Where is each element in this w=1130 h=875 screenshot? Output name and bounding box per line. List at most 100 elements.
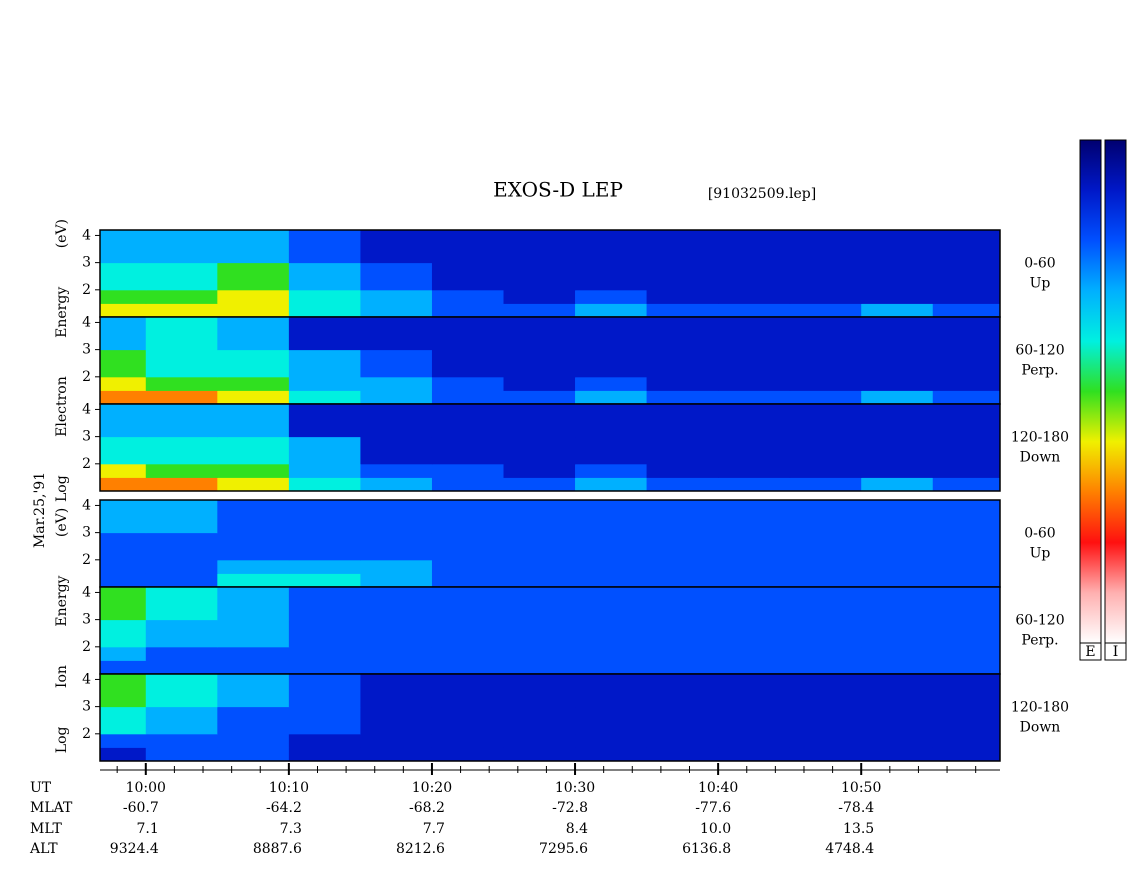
- orbit-value: 8212.6: [396, 841, 445, 857]
- heatmap-cell: [360, 747, 433, 762]
- heatmap-cell: [217, 404, 290, 438]
- heatmap-cell: [861, 463, 934, 478]
- heatmap-cell: [932, 619, 1001, 648]
- panel-label: 120-180: [1011, 430, 1069, 446]
- heatmap-cell: [288, 262, 361, 291]
- heatmap-cell: [100, 477, 147, 492]
- heatmap-cell: [360, 376, 433, 391]
- heatmap-cell: [145, 477, 218, 492]
- orbit-value: -72.8: [552, 800, 588, 816]
- heatmap-cell: [217, 733, 290, 748]
- heatmap-cell: [575, 230, 648, 264]
- heatmap-cell: [789, 559, 862, 574]
- heatmap-cell: [789, 262, 862, 291]
- heatmap-cell: [503, 436, 576, 465]
- heatmap-cell: [288, 390, 361, 405]
- heatmap-cell: [360, 646, 433, 661]
- heatmap-cell: [100, 436, 147, 465]
- colorbar: [1079, 139, 1102, 644]
- heatmap-cell: [288, 559, 361, 574]
- heatmap-cell: [503, 559, 576, 574]
- y-tick-label: 2: [82, 282, 91, 298]
- heatmap-cell: [575, 349, 648, 378]
- title: EXOS-D LEP: [493, 178, 623, 202]
- heatmap-cell: [503, 587, 576, 621]
- heatmap-cell: [718, 500, 791, 534]
- heatmap-cell: [360, 463, 433, 478]
- y-tick-label: 2: [82, 369, 91, 385]
- orbit-value: -64.2: [266, 800, 302, 816]
- panel-frame: [99, 673, 1001, 762]
- heatmap-cell: [861, 587, 934, 621]
- time-label: 10:20: [412, 780, 452, 796]
- heatmap-cell: [932, 317, 1001, 351]
- heatmap-cell: [789, 230, 862, 264]
- heatmap-cell: [217, 436, 290, 465]
- heatmap-cell: [932, 289, 1001, 304]
- heatmap-cell: [288, 573, 361, 588]
- heatmap-cell: [217, 349, 290, 378]
- heatmap-cell: [145, 500, 218, 534]
- heatmap-cell: [646, 317, 719, 351]
- heatmap-cell: [932, 404, 1001, 438]
- heatmap-cell: [932, 436, 1001, 465]
- heatmap-cell: [100, 404, 147, 438]
- heatmap-cell: [145, 317, 218, 351]
- heatmap-cell: [932, 390, 1001, 405]
- heatmap-cell: [789, 660, 862, 675]
- heatmap-cell: [145, 230, 218, 264]
- heatmap-cell: [288, 289, 361, 304]
- heatmap-cell: [360, 587, 433, 621]
- heatmap-cell: [861, 619, 934, 648]
- heatmap-cell: [932, 587, 1001, 621]
- heatmap-cell: [217, 660, 290, 675]
- heatmap-cell: [217, 646, 290, 661]
- heatmap-cell: [431, 559, 504, 574]
- orbit-value: -68.2: [409, 800, 445, 816]
- heatmap-cell: [503, 733, 576, 748]
- heatmap-cell: [217, 747, 290, 762]
- heatmap-cell: [145, 674, 218, 708]
- heatmap-cell: [360, 262, 433, 291]
- heatmap-cell: [431, 646, 504, 661]
- heatmap-cell: [431, 573, 504, 588]
- heatmap-cell: [360, 303, 433, 318]
- heatmap-cell: [360, 230, 433, 264]
- heatmap-cell: [100, 317, 147, 351]
- heatmap-cell: [861, 477, 934, 492]
- heatmap-cell: [360, 404, 433, 438]
- heatmap-cell: [861, 404, 934, 438]
- heatmap-cell: [575, 747, 648, 762]
- time-label: 10:10: [269, 780, 309, 796]
- heatmap-cell: [718, 747, 791, 762]
- heatmap-cell: [503, 500, 576, 534]
- heatmap-cell: [718, 559, 791, 574]
- heatmap-cell: [360, 500, 433, 534]
- y-tick-label: 3: [82, 612, 91, 628]
- heatmap-cell: [575, 303, 648, 318]
- heatmap-cell: [718, 733, 791, 748]
- heatmap-cell: [646, 660, 719, 675]
- heatmap-cell: [217, 390, 290, 405]
- heatmap-cell: [100, 674, 147, 708]
- heatmap-cell: [288, 303, 361, 318]
- heatmap-cell: [100, 303, 147, 318]
- heatmap-cell: [431, 436, 504, 465]
- heatmap-cell: [431, 349, 504, 378]
- heatmap-cell: [145, 349, 218, 378]
- heatmap-cell: [789, 376, 862, 391]
- heatmap-cell: [646, 463, 719, 478]
- heatmap-cell: [789, 747, 862, 762]
- heatmap-cell: [932, 532, 1001, 561]
- heatmap-cell: [932, 660, 1001, 675]
- heatmap-cell: [646, 706, 719, 735]
- heatmap-cell: [288, 376, 361, 391]
- orbit-value: 7.3: [280, 821, 302, 837]
- heatmap-cell: [575, 660, 648, 675]
- heatmap-cell: [431, 500, 504, 534]
- heatmap-cell: [288, 646, 361, 661]
- heatmap-cell: [217, 289, 290, 304]
- heatmap-cell: [100, 573, 147, 588]
- heatmap-cell: [145, 390, 218, 405]
- heatmap-cell: [503, 747, 576, 762]
